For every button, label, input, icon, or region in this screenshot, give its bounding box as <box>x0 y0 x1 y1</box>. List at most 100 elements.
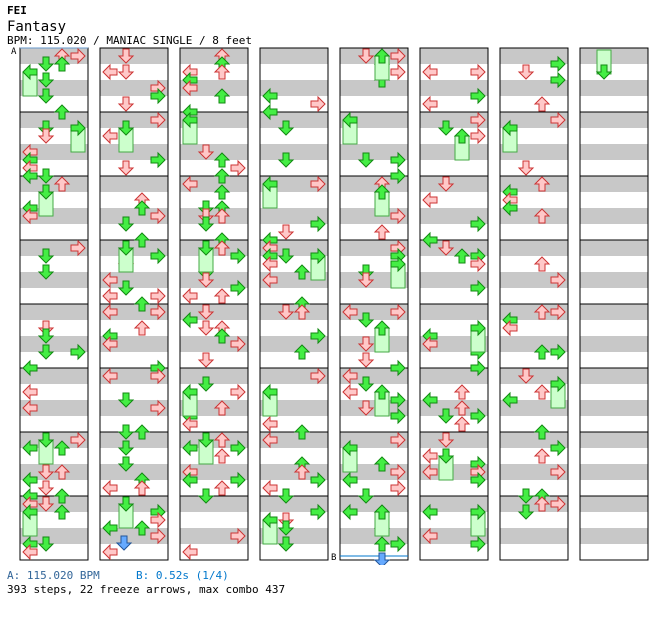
step-arrow <box>517 64 535 80</box>
beat-stripe <box>100 80 168 96</box>
beat-stripe <box>420 496 488 512</box>
step-arrow <box>53 104 71 120</box>
step-arrow <box>150 151 166 169</box>
step-arrow <box>390 167 406 185</box>
marker-b-label: B <box>331 553 337 563</box>
beat-stripe <box>340 432 408 448</box>
step-arrow <box>470 255 486 273</box>
bpm-difficulty-line: BPM: 115.020 / MANIAC SINGLE / 8 feet <box>7 34 253 47</box>
step-arrow <box>133 424 151 440</box>
step-arrow <box>117 280 135 296</box>
step-arrow <box>342 303 358 321</box>
beat-stripe <box>260 48 328 64</box>
step-arrow <box>550 111 566 129</box>
freeze-arrow-head <box>470 319 486 337</box>
speed-change-arrow <box>373 552 391 565</box>
step-arrow <box>533 384 551 400</box>
step-arrow <box>117 96 135 112</box>
step-arrow <box>102 63 118 81</box>
step-arrow <box>437 176 455 192</box>
freeze-arrow-head <box>197 432 215 448</box>
beat-stripe <box>580 464 648 480</box>
step-arrow <box>517 368 535 384</box>
step-arrow <box>230 471 246 489</box>
step-arrow <box>37 344 55 360</box>
beat-stripe <box>100 272 168 288</box>
freeze-arrow-head <box>182 111 198 129</box>
column-border <box>99 47 169 561</box>
step-arrow <box>342 367 358 385</box>
freeze-arrow-head <box>117 240 135 256</box>
step-arrow <box>182 471 198 489</box>
step-arrow <box>117 48 135 64</box>
freeze-arrow-head <box>437 448 455 464</box>
step-arrow <box>470 407 486 425</box>
step-arrow <box>357 488 375 504</box>
step-arrow <box>470 535 486 553</box>
beat-stripe <box>580 304 648 320</box>
beat-stripe <box>420 272 488 288</box>
step-arrow <box>437 408 455 424</box>
step-arrow <box>390 359 406 377</box>
step-arrow <box>197 488 215 504</box>
beat-stripe <box>100 400 168 416</box>
beat-stripe <box>580 208 648 224</box>
step-arrow <box>197 304 215 320</box>
beat-stripe <box>420 176 488 192</box>
legend-bpm: A: 115.020 BPM <box>7 569 100 582</box>
step-arrow <box>37 480 55 496</box>
beat-stripe <box>500 496 568 512</box>
step-arrow <box>197 272 215 288</box>
step-arrow <box>22 399 38 417</box>
step-arrow <box>453 248 471 264</box>
beat-stripe <box>260 240 328 256</box>
beat-stripe <box>20 272 88 288</box>
step-arrow <box>357 152 375 168</box>
step-arrow <box>22 439 38 457</box>
step-arrow <box>262 87 278 105</box>
step-arrow <box>357 272 375 288</box>
freeze-arrow-head <box>117 496 135 512</box>
beat-stripe <box>420 48 488 64</box>
beat-stripe <box>100 464 168 480</box>
step-arrow <box>310 175 326 193</box>
column-border <box>499 47 569 561</box>
step-arrow <box>533 496 551 512</box>
beat-stripe <box>340 80 408 96</box>
freeze-arrow-head <box>37 432 55 448</box>
marker-a-label: A <box>11 47 17 57</box>
step-arrow <box>230 247 246 265</box>
step-arrow <box>310 215 326 233</box>
step-arrow <box>117 440 135 456</box>
column-border <box>579 47 649 561</box>
step-arrow <box>213 64 231 80</box>
step-arrow <box>133 200 151 216</box>
beat-stripe <box>20 48 88 64</box>
step-arrow <box>373 536 391 552</box>
step-arrow <box>422 63 438 81</box>
beat-stripe <box>100 208 168 224</box>
step-arrow <box>22 383 38 401</box>
step-arrow <box>150 111 166 129</box>
step-arrow <box>102 303 118 321</box>
step-arrow <box>470 87 486 105</box>
song-title: Fantasy <box>7 19 67 35</box>
step-arrow <box>102 543 118 561</box>
beat-stripe <box>420 208 488 224</box>
step-arrow <box>230 383 246 401</box>
step-arrow <box>550 71 566 89</box>
step-arrow <box>357 376 375 392</box>
beat-stripe <box>20 304 88 320</box>
step-arrow <box>150 527 166 545</box>
step-arrow <box>277 304 295 320</box>
step-arrow <box>213 208 231 224</box>
step-arrow <box>230 335 246 353</box>
step-arrow <box>342 383 358 401</box>
beat-stripe <box>260 464 328 480</box>
beat-stripe <box>180 304 248 320</box>
step-arrow <box>262 479 278 497</box>
step-arrow <box>150 247 166 265</box>
beat-stripe <box>580 336 648 352</box>
beat-stripe <box>20 336 88 352</box>
freeze-arrow-head <box>342 111 358 129</box>
